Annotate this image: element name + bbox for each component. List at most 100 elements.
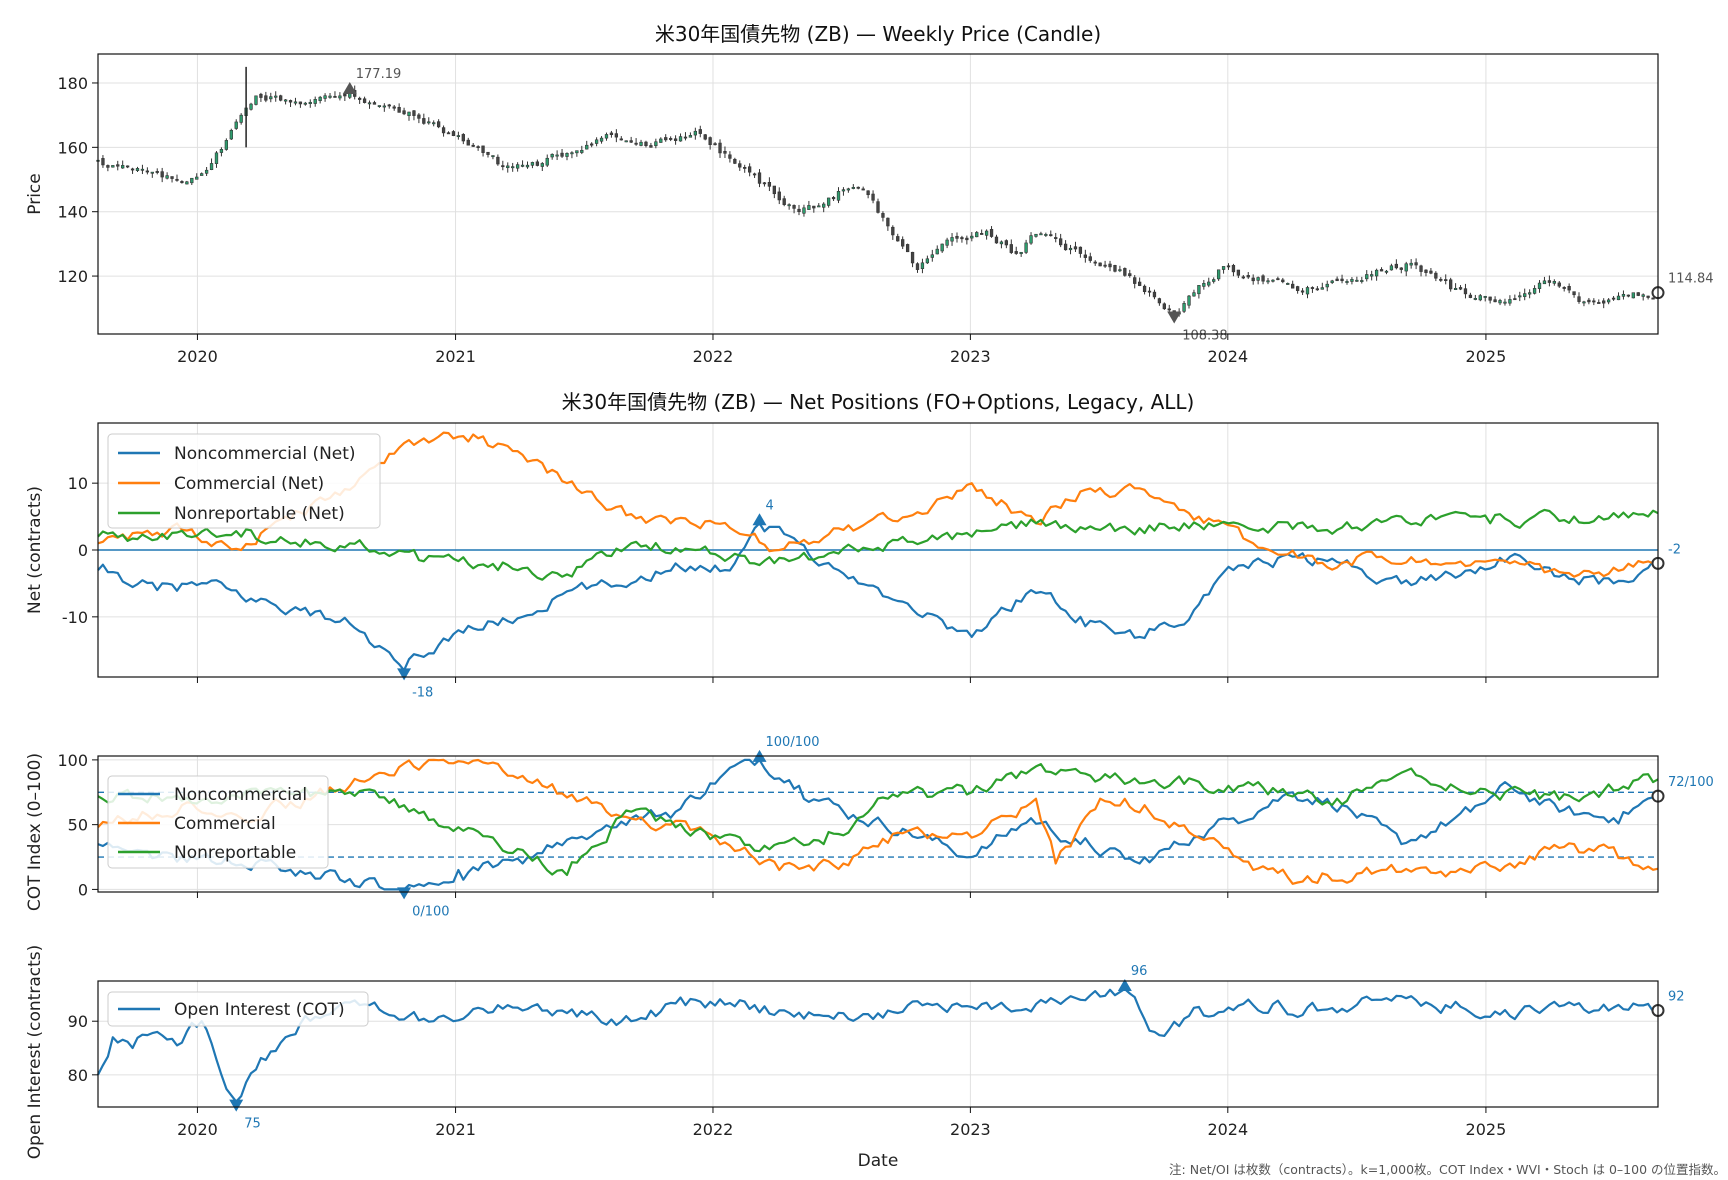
candle-body [792, 205, 796, 209]
candle-body [1631, 292, 1635, 299]
candle-body [550, 153, 554, 158]
candle-body [476, 146, 480, 149]
candle-body [1513, 298, 1517, 301]
x-tick-label: 2020 [177, 347, 218, 366]
candle-body [1014, 251, 1018, 254]
series-line-nonreportable [97, 763, 1659, 877]
candle-body [1478, 295, 1482, 301]
candle-body [772, 185, 776, 195]
candle-body [1463, 288, 1468, 295]
candle-body [1414, 262, 1418, 266]
candle-body [1305, 287, 1310, 295]
candle-body [1370, 274, 1374, 277]
candle-body [782, 198, 786, 205]
candle-body [1350, 278, 1354, 282]
candle-body [565, 153, 569, 157]
x-tick-label: 2023 [950, 347, 991, 366]
candle-body [422, 118, 426, 124]
candle-body [323, 95, 327, 99]
candle-body [1453, 287, 1458, 290]
candle-body [970, 235, 974, 239]
candle-body [1330, 280, 1334, 283]
candle-body [520, 164, 525, 167]
candle-body [357, 97, 362, 100]
x-tick-label: 2022 [693, 1120, 734, 1139]
candle-body [980, 233, 984, 235]
min-marker [397, 887, 412, 900]
price-y-axis-label: Price [25, 173, 45, 214]
candle-body [1128, 273, 1132, 276]
candle-body [530, 162, 535, 166]
candle-body [752, 173, 757, 176]
y-tick-label: -10 [62, 608, 88, 627]
x-tick-label: 2022 [693, 347, 734, 366]
candle-body [580, 149, 584, 153]
candle-body [1281, 279, 1285, 283]
candle-body [190, 177, 194, 184]
candle-body [822, 203, 826, 208]
candle-body [738, 163, 742, 168]
candle-body [170, 176, 174, 179]
candle-body [1108, 263, 1112, 268]
candle-body [1009, 244, 1013, 253]
candle-body [224, 140, 229, 150]
candle-body [1088, 256, 1092, 261]
candle-body [1142, 285, 1147, 292]
candle-body [283, 99, 288, 102]
candle-body [594, 139, 599, 144]
oi-y-axis-label: Open Interest (contracts) [25, 945, 45, 1159]
candle-body [866, 190, 870, 196]
candle-body [387, 104, 391, 107]
candle-body [466, 139, 470, 146]
net-y-axis-label: Net (contracts) [25, 486, 45, 614]
candle-body [629, 140, 633, 143]
candle-body [214, 152, 219, 164]
candle-body [200, 173, 204, 176]
candle-body [777, 191, 781, 201]
candle-body [515, 164, 520, 169]
candle-body [826, 197, 831, 206]
candle-body [1360, 280, 1364, 282]
candle-body [1034, 233, 1038, 237]
y-tick-label: 90 [68, 1012, 88, 1031]
candle-body [1379, 269, 1384, 272]
candle-body [121, 165, 125, 169]
candle-body [362, 98, 367, 103]
candle-body [1592, 300, 1596, 303]
candle-body [1537, 282, 1542, 289]
max-marker [1117, 979, 1132, 992]
candle-body [994, 236, 999, 244]
candle-body [397, 107, 401, 113]
candle-body [1182, 303, 1186, 312]
x-tick-label: 2024 [1207, 1120, 1248, 1139]
annotation-label-max: 96 [1131, 964, 1148, 979]
candle-body [259, 93, 263, 98]
cot-legend-label-noncommercial: Noncommercial [174, 785, 307, 805]
candle-body [308, 101, 312, 104]
candle-body [313, 99, 317, 104]
candle-body [1444, 279, 1448, 282]
candle-body [851, 187, 855, 189]
candle-body [698, 129, 702, 134]
candle-body [678, 136, 683, 142]
candle-body [456, 135, 461, 138]
candle-body [338, 95, 342, 99]
candle-body [1226, 265, 1231, 268]
candle-body [683, 136, 688, 139]
candle-body [328, 95, 332, 98]
candle-body [229, 129, 233, 140]
cot-series-lines [97, 758, 1659, 891]
annotation-label-min: 75 [244, 1117, 261, 1132]
cot-frame [97, 755, 1659, 893]
candle-body [165, 175, 169, 179]
candle-body [807, 205, 811, 210]
candle-body [333, 96, 337, 98]
candle-body [1621, 293, 1626, 297]
candle-body [451, 131, 456, 136]
candle-body [372, 102, 377, 105]
candle-body [1542, 280, 1547, 285]
candle-body [767, 182, 772, 187]
candle-body [1113, 265, 1117, 272]
candle-body [1458, 287, 1463, 290]
candle-body [1394, 263, 1399, 269]
